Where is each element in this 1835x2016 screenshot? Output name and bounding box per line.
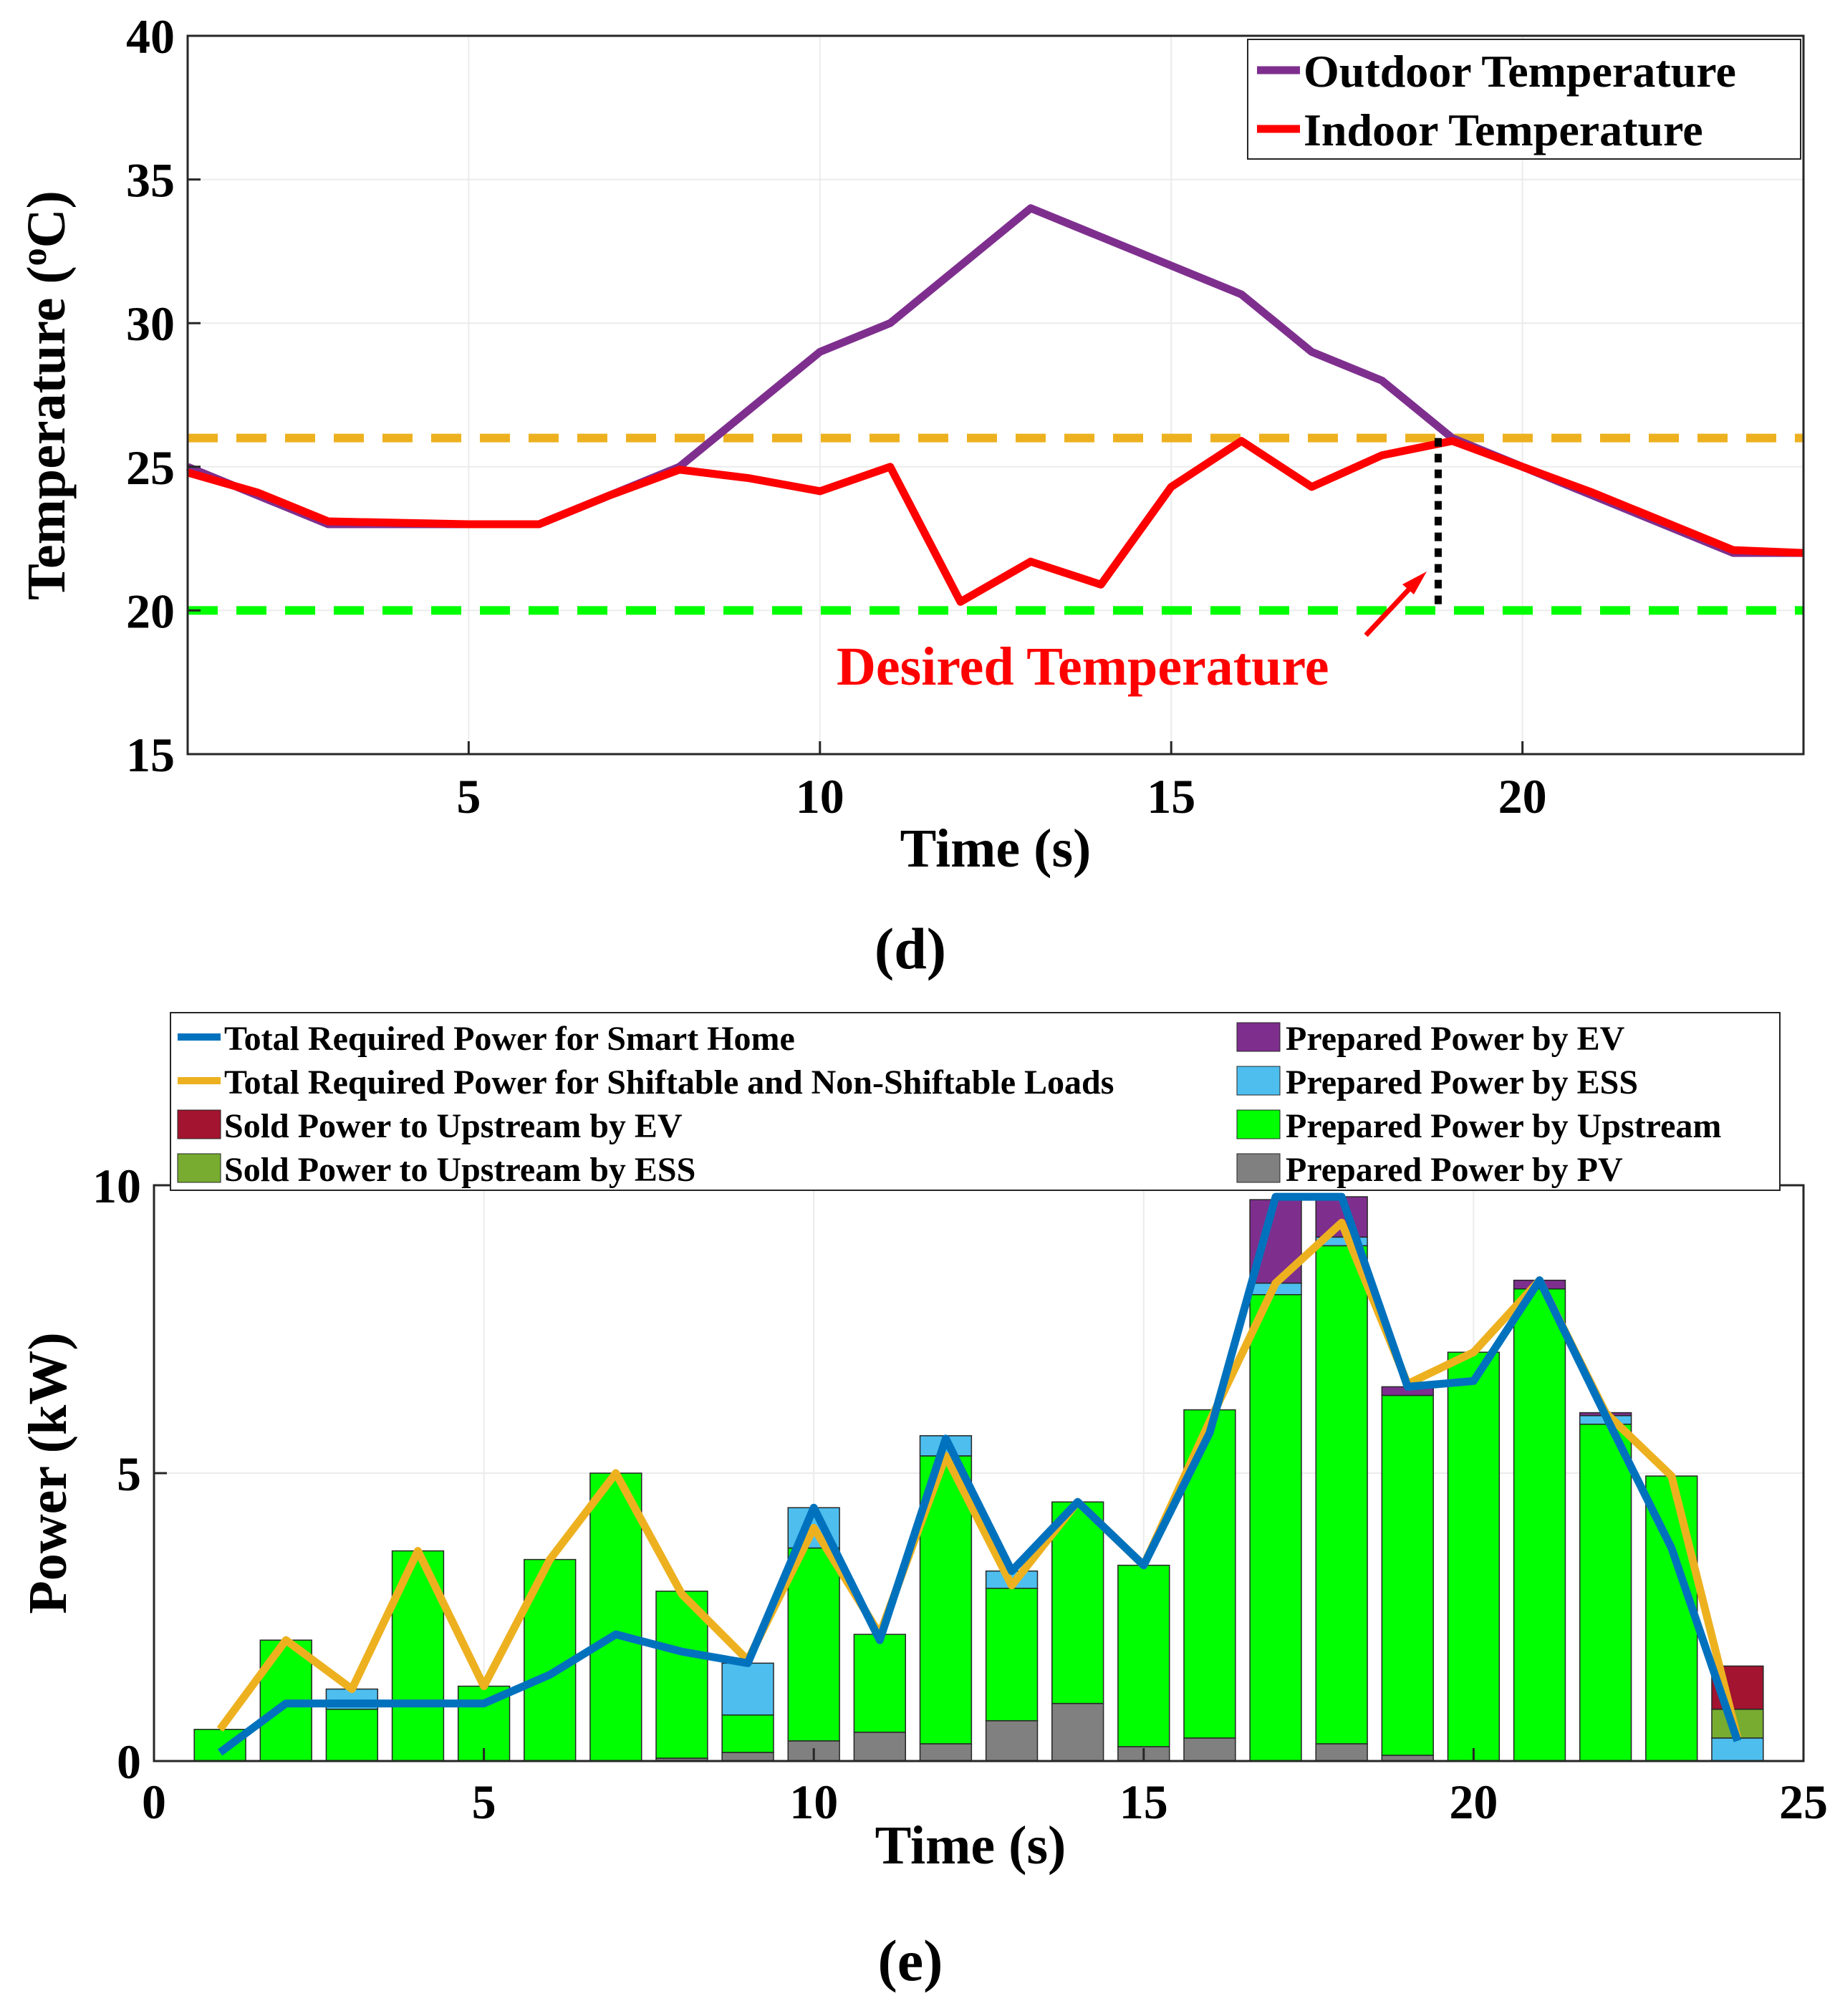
y-tick-label: 10 xyxy=(92,1159,141,1213)
legend-label-prepared-upstream: Prepared Power by Upstream xyxy=(1286,1107,1721,1145)
bar-prepared-power-by-upstream xyxy=(193,1729,246,1762)
bar-prepared-power-by-pv xyxy=(853,1732,906,1762)
bar-prepared-power-by-upstream xyxy=(1381,1394,1434,1756)
legend-label-loads: Total Required Power for Shiftable and N… xyxy=(224,1064,1114,1101)
x-tick-label: 5 xyxy=(456,769,481,824)
bar-prepared-power-by-upstream xyxy=(853,1634,906,1733)
bar-prepared-power-by-ess xyxy=(1711,1737,1764,1762)
bar-prepared-power-by-upstream xyxy=(985,1588,1039,1722)
bar-prepared-power-by-pv xyxy=(919,1743,973,1762)
temperature-chart: 5 10 15 20 15 20 25 30 35 40 Time (s) Temperatur… xyxy=(14,9,1805,981)
y-tick-label: 20 xyxy=(126,584,175,638)
power-y-axis-label: Power (kW) xyxy=(18,1332,78,1614)
bar-prepared-power-by-upstream xyxy=(325,1708,379,1762)
x-tick-label: 25 xyxy=(1779,1775,1828,1829)
y-tick-label: 40 xyxy=(126,9,175,64)
legend-swatch-sold-ess xyxy=(177,1153,221,1183)
temperature-legend-box xyxy=(1247,39,1801,160)
power-legend: Total Required Power for Smart Home Tota… xyxy=(170,1012,1781,1191)
indoor-temperature-line xyxy=(186,437,1804,606)
y-label-superscript: o xyxy=(14,248,54,266)
bar-prepared-power-by-upstream xyxy=(1513,1288,1566,1762)
annotation-arrow-head xyxy=(1402,571,1427,594)
power-y-ticks: 0 5 10 xyxy=(92,1159,167,1789)
legend-label-indoor: Indoor Temperature xyxy=(1304,105,1703,155)
bar-prepared-power-by-upstream xyxy=(787,1547,840,1742)
y-tick-label: 5 xyxy=(117,1447,141,1501)
y-tick-label: 15 xyxy=(126,728,175,782)
temperature-y-axis-label: Temperature (oC) xyxy=(14,190,77,600)
temperature-series xyxy=(186,204,1804,606)
temperature-reference-lines xyxy=(188,433,1803,615)
y-label-prefix: Temperature ( xyxy=(16,266,77,599)
bar-prepared-power-by-pv xyxy=(721,1752,774,1762)
legend-label-sold-ev: Sold Power to Upstream by EV xyxy=(224,1107,683,1145)
legend-swatch-prepared-pv xyxy=(1236,1153,1281,1183)
y-tick-label: 30 xyxy=(126,296,175,351)
legend-label-smart-home: Total Required Power for Smart Home xyxy=(224,1020,795,1058)
bar-prepared-power-by-upstream xyxy=(1315,1245,1368,1745)
legend-label-sold-ess: Sold Power to Upstream by ESS xyxy=(224,1151,695,1189)
temperature-x-axis-label: Time (s) xyxy=(900,819,1092,879)
bar-prepared-power-by-pv xyxy=(1051,1702,1104,1762)
x-tick-label: 0 xyxy=(142,1775,166,1829)
bar-prepared-power-by-upstream xyxy=(1249,1294,1302,1762)
bar-prepared-power-by-pv xyxy=(1183,1737,1236,1762)
desired-temperature-annotation: Desired Temperature xyxy=(837,438,1442,697)
bar-prepared-power-by-upstream xyxy=(1645,1475,1698,1762)
x-tick-label: 5 xyxy=(472,1775,496,1829)
power-legend-box xyxy=(170,1012,1781,1191)
temperature-x-ticks: 5 10 15 20 xyxy=(456,741,1547,824)
power-x-ticks: 0 5 10 15 20 25 xyxy=(142,1748,1828,1829)
bar-prepared-power-by-upstream xyxy=(589,1472,642,1762)
panel-label-d: (d) xyxy=(875,916,946,981)
x-tick-label: 20 xyxy=(1498,769,1547,824)
x-tick-label: 15 xyxy=(1147,769,1195,824)
bar-prepared-power-by-upstream xyxy=(1117,1564,1170,1747)
y-tick-label: 35 xyxy=(126,153,175,208)
power-chart: 0 5 10 15 20 25 0 5 10 Time (s) Power (kW) Tota… xyxy=(18,1012,1828,1993)
temperature-y-ticks: 15 20 25 30 35 40 xyxy=(126,9,201,782)
x-tick-label: 10 xyxy=(796,769,844,824)
bar-prepared-power-by-upstream xyxy=(1051,1501,1104,1704)
x-tick-label: 10 xyxy=(789,1775,838,1829)
annotation-text: Desired Temperature xyxy=(837,637,1329,697)
bar-prepared-power-by-upstream xyxy=(655,1591,708,1759)
bar-prepared-power-by-ess xyxy=(721,1662,774,1716)
bar-prepared-power-by-upstream xyxy=(1579,1423,1632,1762)
legend-swatch-sold-ev xyxy=(177,1109,221,1139)
temperature-legend: Outdoor Temperature Indoor Temperature xyxy=(1247,39,1801,160)
legend-swatch-prepared-upstream xyxy=(1236,1109,1281,1139)
x-tick-label: 20 xyxy=(1449,1775,1498,1829)
smart-home-power-line xyxy=(217,1192,1742,1756)
legend-swatch-prepared-ev xyxy=(1236,1022,1281,1052)
bar-prepared-power-by-upstream xyxy=(721,1714,774,1753)
y-tick-label: 25 xyxy=(126,440,175,495)
shiftable-loads-power-line xyxy=(216,1218,1742,1740)
bar-prepared-power-by-pv xyxy=(985,1720,1039,1762)
legend-label-prepared-ess: Prepared Power by ESS xyxy=(1286,1064,1638,1101)
temperature-plot-border xyxy=(186,34,1805,756)
power-line-series xyxy=(216,1192,1742,1756)
bar-prepared-power-by-pv xyxy=(1315,1743,1368,1762)
legend-label-prepared-ev: Prepared Power by EV xyxy=(1286,1020,1625,1058)
legend-swatch-prepared-ess xyxy=(1236,1066,1281,1096)
panel-label-e: (e) xyxy=(877,1928,943,1993)
x-tick-label: 15 xyxy=(1119,1775,1168,1829)
legend-label-prepared-pv: Prepared Power by PV xyxy=(1286,1151,1623,1189)
bar-prepared-power-by-upstream xyxy=(1447,1351,1501,1762)
power-x-axis-label: Time (s) xyxy=(875,1815,1066,1876)
y-label-suffix: C) xyxy=(16,190,77,248)
legend-label-outdoor: Outdoor Temperature xyxy=(1304,46,1736,97)
y-tick-label: 0 xyxy=(117,1735,141,1789)
